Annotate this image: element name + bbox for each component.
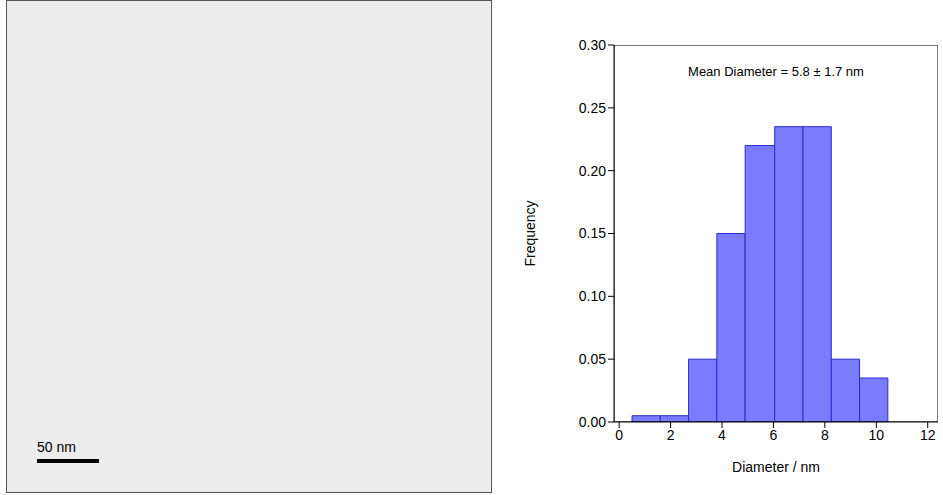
svg-text:Frequency: Frequency xyxy=(522,200,538,266)
svg-text:0.05: 0.05 xyxy=(579,351,606,367)
svg-text:10: 10 xyxy=(868,427,884,443)
svg-text:2: 2 xyxy=(667,427,675,443)
svg-text:8: 8 xyxy=(821,427,829,443)
html-text:Mean Diameter = 5.8 ± 1.7 nm: Mean Diameter = 5.8 ± 1.7 nm xyxy=(688,64,864,79)
svg-text:0.30: 0.30 xyxy=(579,37,606,53)
html-text:50 nm: 50 nm xyxy=(37,439,76,455)
svg-text:12: 12 xyxy=(920,427,936,443)
svg-text:4: 4 xyxy=(718,427,726,443)
svg-text:0: 0 xyxy=(615,427,623,443)
svg-text:Diameter / nm: Diameter / nm xyxy=(732,459,820,475)
svg-text:6: 6 xyxy=(770,427,778,443)
svg-text:0.25: 0.25 xyxy=(579,100,606,116)
svg-text:0.00: 0.00 xyxy=(579,414,606,430)
svg-text:0.20: 0.20 xyxy=(579,163,606,179)
svg-text:0.15: 0.15 xyxy=(579,225,606,241)
svg-text:0.10: 0.10 xyxy=(579,288,606,304)
